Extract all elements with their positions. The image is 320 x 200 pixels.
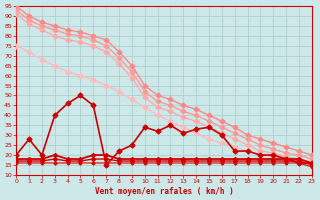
X-axis label: Vent moyen/en rafales ( km/h ): Vent moyen/en rafales ( km/h )	[95, 187, 233, 196]
